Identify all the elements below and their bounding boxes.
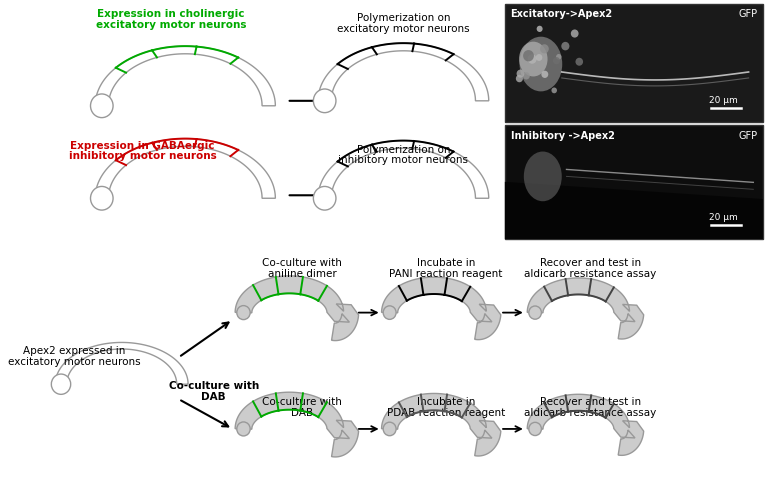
Text: excitatory motor neurons: excitatory motor neurons [8, 357, 141, 367]
Circle shape [91, 94, 113, 118]
Text: Polymerization on: Polymerization on [356, 144, 450, 155]
Bar [505, 124, 763, 239]
Polygon shape [55, 343, 188, 384]
Text: 20 μm: 20 μm [709, 96, 737, 105]
Text: 20 μm: 20 μm [709, 213, 737, 222]
Circle shape [553, 57, 560, 64]
Circle shape [571, 29, 578, 38]
Circle shape [541, 71, 548, 78]
Text: Expression in cholinergic: Expression in cholinergic [98, 9, 245, 20]
Circle shape [540, 44, 549, 53]
Circle shape [556, 54, 561, 60]
Circle shape [529, 422, 541, 436]
Circle shape [383, 422, 396, 436]
Circle shape [383, 306, 396, 319]
Polygon shape [528, 394, 644, 455]
Circle shape [313, 186, 336, 210]
Polygon shape [318, 141, 488, 198]
Polygon shape [235, 392, 359, 457]
Text: Apex2 expressed in: Apex2 expressed in [23, 346, 125, 356]
Circle shape [516, 75, 523, 82]
Polygon shape [382, 277, 501, 340]
Circle shape [523, 50, 534, 61]
Text: PDAB reaction reagent: PDAB reaction reagent [387, 408, 505, 418]
Circle shape [529, 306, 541, 319]
Circle shape [523, 72, 530, 80]
Polygon shape [505, 182, 763, 239]
Circle shape [528, 54, 537, 64]
Text: aldicarb resistance assay: aldicarb resistance assay [524, 269, 657, 279]
Text: inhibitory motor neurons: inhibitory motor neurons [339, 156, 468, 165]
Circle shape [91, 186, 113, 210]
Polygon shape [95, 139, 276, 198]
Text: Recover and test in: Recover and test in [540, 397, 641, 407]
Circle shape [517, 70, 525, 78]
Text: aniline dimer: aniline dimer [267, 269, 336, 279]
Ellipse shape [524, 152, 561, 201]
Polygon shape [382, 393, 501, 456]
Ellipse shape [519, 41, 548, 77]
Polygon shape [235, 276, 359, 341]
Circle shape [561, 42, 569, 50]
Text: Co-culture with: Co-culture with [262, 258, 342, 268]
Ellipse shape [520, 37, 562, 91]
Polygon shape [95, 46, 276, 106]
Bar [505, 4, 763, 122]
Polygon shape [528, 278, 644, 339]
Text: excitatory motor neurons: excitatory motor neurons [337, 24, 470, 34]
Circle shape [575, 58, 583, 66]
Polygon shape [318, 43, 488, 101]
Text: Incubate in: Incubate in [417, 397, 475, 407]
Text: Co-culture with: Co-culture with [262, 397, 342, 407]
Text: Polymerization on: Polymerization on [356, 13, 450, 23]
Text: excitatory motor neurons: excitatory motor neurons [96, 20, 247, 30]
Text: GFP: GFP [738, 9, 757, 20]
Circle shape [313, 89, 336, 113]
Circle shape [237, 305, 250, 320]
Circle shape [237, 422, 250, 436]
Text: Excitatory->Apex2: Excitatory->Apex2 [511, 9, 613, 20]
Text: DAB: DAB [201, 392, 226, 402]
Text: aldicarb resistance assay: aldicarb resistance assay [524, 408, 657, 418]
Text: inhibitory motor neurons: inhibitory motor neurons [68, 151, 217, 162]
Text: Co-culture with: Co-culture with [169, 381, 259, 391]
Text: Incubate in: Incubate in [417, 258, 475, 268]
Text: Recover and test in: Recover and test in [540, 258, 641, 268]
Text: GFP: GFP [738, 131, 757, 141]
Circle shape [51, 374, 71, 394]
Text: DAB: DAB [291, 408, 313, 418]
Text: Expression in GABAergic: Expression in GABAergic [71, 141, 215, 150]
Text: PANI reaction reagent: PANI reaction reagent [389, 269, 503, 279]
Circle shape [536, 54, 542, 61]
Circle shape [537, 26, 543, 32]
Text: Inhibitory ->Apex2: Inhibitory ->Apex2 [511, 131, 614, 141]
Circle shape [551, 87, 557, 93]
